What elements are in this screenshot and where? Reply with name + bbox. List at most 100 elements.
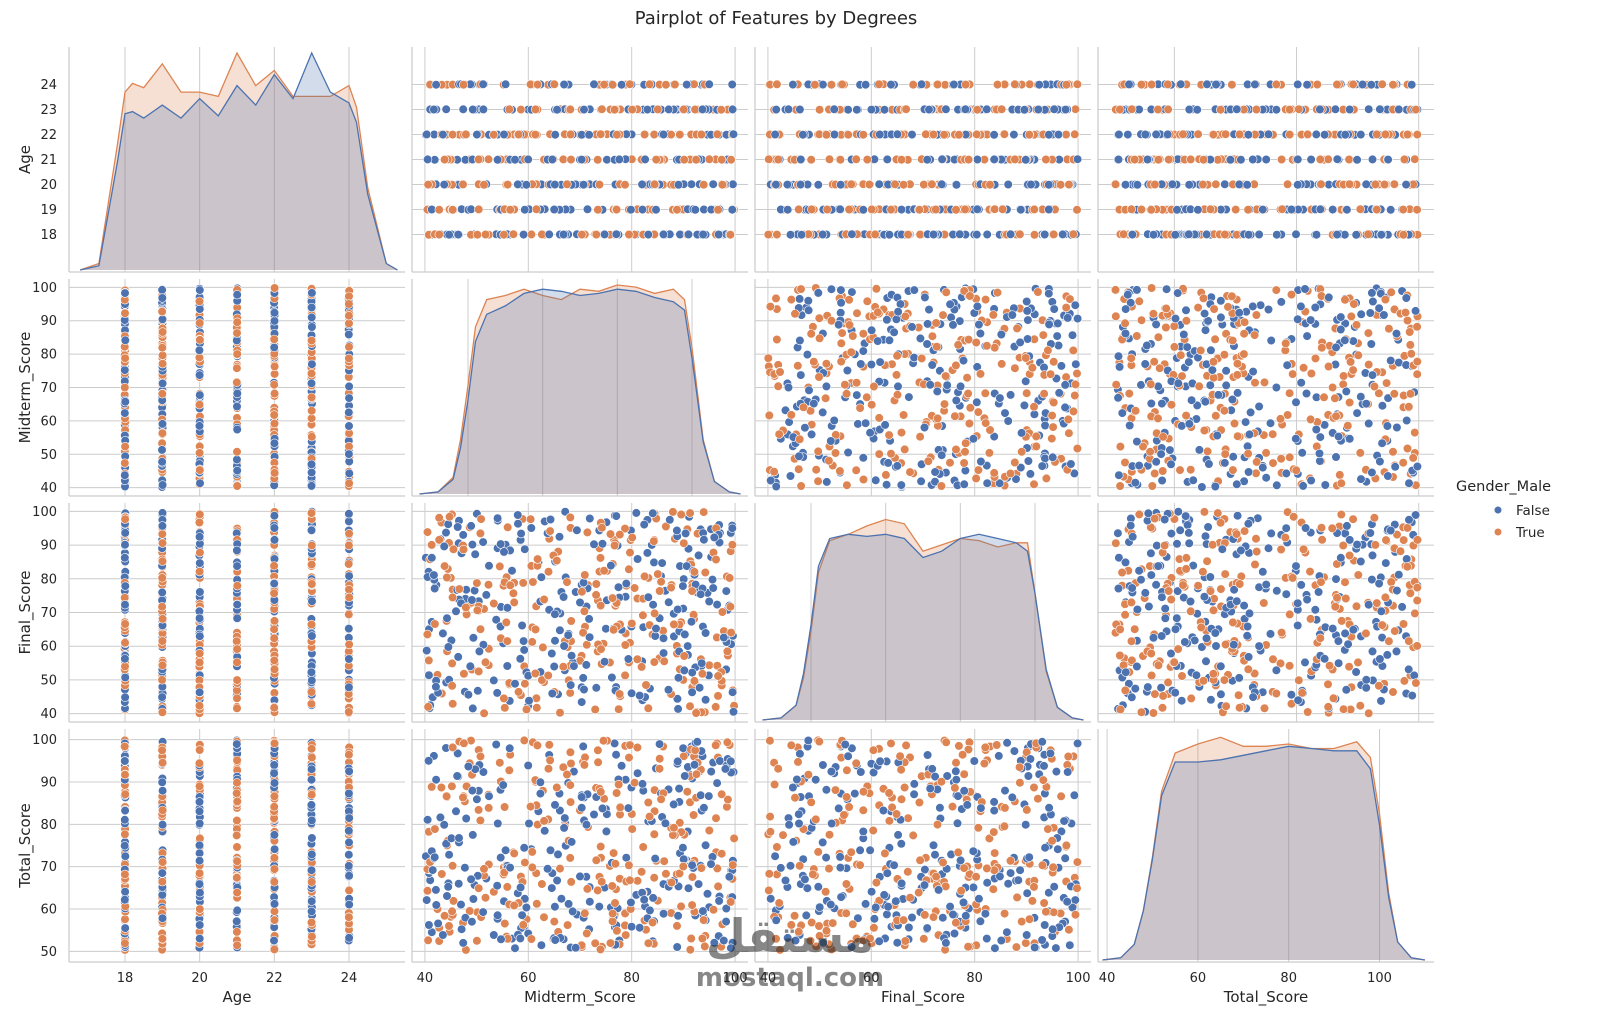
scatter-point-true bbox=[232, 349, 242, 359]
scatter-point-true bbox=[270, 283, 280, 293]
scatter-point-true bbox=[727, 540, 738, 550]
scatter-point-true bbox=[639, 571, 650, 582]
scatter-point-false bbox=[520, 544, 530, 554]
scatter-point-true bbox=[965, 403, 975, 413]
scatter-point-true bbox=[687, 586, 697, 596]
scatter-point-true bbox=[597, 104, 607, 114]
scatter-point-true bbox=[1208, 357, 1219, 367]
scatter-point-true bbox=[1315, 633, 1325, 643]
scatter-point-true bbox=[448, 130, 458, 140]
scatter-point-false bbox=[1361, 675, 1371, 685]
y-tick-label: 40 bbox=[40, 481, 57, 496]
scatter-point-true bbox=[580, 570, 590, 580]
scatter-point-true bbox=[1041, 473, 1051, 484]
scatter-point-true bbox=[794, 464, 804, 474]
scatter-point-true bbox=[975, 369, 986, 379]
scatter-point-false bbox=[453, 652, 463, 662]
scatter-point-true bbox=[565, 512, 575, 523]
scatter-point-false bbox=[572, 525, 582, 535]
scatter-point-true bbox=[1330, 602, 1340, 612]
scatter-point-false bbox=[1367, 550, 1378, 561]
scatter-point-true bbox=[232, 581, 242, 591]
scatter-point-false bbox=[1234, 179, 1244, 189]
scatter-point-false bbox=[1272, 480, 1282, 490]
scatter-point-false bbox=[1140, 129, 1150, 140]
scatter-point-false bbox=[896, 480, 906, 490]
scatter-point-true bbox=[1158, 432, 1168, 442]
scatter-point-true bbox=[1310, 353, 1321, 364]
y-axis-label-final-score: Final_Score bbox=[16, 570, 35, 654]
scatter-point-true bbox=[1146, 670, 1157, 681]
scatter-point-false bbox=[727, 79, 737, 90]
scatter-point-true bbox=[1017, 447, 1027, 457]
scatter-point-true bbox=[1389, 389, 1399, 399]
scatter-point-false bbox=[858, 346, 868, 356]
scatter-point-true bbox=[1405, 327, 1415, 337]
scatter-point-false bbox=[478, 79, 488, 89]
scatter-point-true bbox=[1398, 205, 1408, 215]
scatter-point-true bbox=[440, 155, 450, 165]
scatter-point-true bbox=[1120, 318, 1130, 328]
scatter-point-false bbox=[883, 458, 893, 468]
scatter-point-false bbox=[1377, 438, 1387, 448]
scatter-point-true bbox=[1178, 580, 1188, 590]
scatter-point-true bbox=[649, 129, 659, 140]
scatter-point-false bbox=[1201, 229, 1212, 239]
scatter-point-false bbox=[1293, 598, 1303, 608]
scatter-point-false bbox=[493, 513, 503, 523]
scatter-point-false bbox=[1033, 104, 1043, 115]
panel-age-vs-final-score bbox=[754, 47, 1091, 273]
scatter-point-true bbox=[1213, 508, 1223, 518]
scatter-point-false bbox=[1394, 104, 1404, 114]
scatter-point-true bbox=[771, 293, 781, 304]
scatter-point-false bbox=[989, 154, 999, 164]
scatter-point-true bbox=[1031, 431, 1041, 442]
scatter-point-true bbox=[1277, 204, 1287, 214]
scatter-point-true bbox=[474, 666, 484, 677]
scatter-point-true bbox=[1198, 179, 1208, 190]
scatter-point-true bbox=[1405, 340, 1415, 350]
scatter-point-true bbox=[195, 566, 205, 577]
scatter-point-true bbox=[1205, 204, 1216, 214]
scatter-point-true bbox=[835, 466, 845, 476]
scatter-point-true bbox=[867, 400, 877, 410]
y-tick-label: 40 bbox=[40, 707, 57, 722]
scatter-point-true bbox=[1136, 315, 1147, 325]
scatter-point-true bbox=[713, 671, 723, 681]
scatter-point-false bbox=[1023, 456, 1033, 466]
scatter-point-false bbox=[1263, 543, 1274, 553]
scatter-point-true bbox=[1115, 481, 1125, 491]
scatter-point-false bbox=[441, 104, 451, 114]
scatter-point-true bbox=[1150, 179, 1160, 190]
scatter-point-false bbox=[996, 329, 1006, 340]
scatter-point-false bbox=[1066, 459, 1076, 469]
scatter-point-true bbox=[577, 230, 587, 240]
scatter-point-true bbox=[458, 544, 469, 555]
y-axis-label-midterm-score: Midterm_Score bbox=[16, 332, 35, 444]
scatter-point-true bbox=[1146, 205, 1156, 215]
scatter-point-false bbox=[269, 316, 280, 326]
scatter-point-false bbox=[658, 633, 669, 643]
chart-title: Pairplot of Features by Degrees bbox=[635, 8, 918, 29]
panel-midterm-score-vs-final-score bbox=[754, 279, 1091, 497]
scatter-point-false bbox=[559, 641, 569, 651]
scatter-point-true bbox=[1390, 626, 1400, 636]
scatter-point-false bbox=[1244, 429, 1255, 440]
scatter-point-false bbox=[510, 155, 520, 165]
scatter-point-false bbox=[1265, 629, 1276, 639]
scatter-point-false bbox=[1232, 596, 1242, 606]
scatter-point-false bbox=[893, 381, 903, 392]
scatter-point-false bbox=[513, 179, 523, 189]
scatter-point-false bbox=[1296, 580, 1306, 590]
scatter-point-false bbox=[1184, 357, 1194, 367]
scatter-point-true bbox=[1146, 379, 1156, 389]
scatter-point-true bbox=[307, 392, 317, 402]
scatter-point-true bbox=[1124, 389, 1134, 399]
y-tick-label: 21 bbox=[40, 153, 57, 168]
scatter-point-false bbox=[578, 577, 589, 588]
scatter-point-true bbox=[562, 179, 572, 189]
scatter-point-false bbox=[120, 528, 130, 538]
scatter-point-false bbox=[1291, 561, 1301, 571]
scatter-point-false bbox=[1184, 538, 1194, 548]
scatter-point-true bbox=[1372, 129, 1382, 139]
